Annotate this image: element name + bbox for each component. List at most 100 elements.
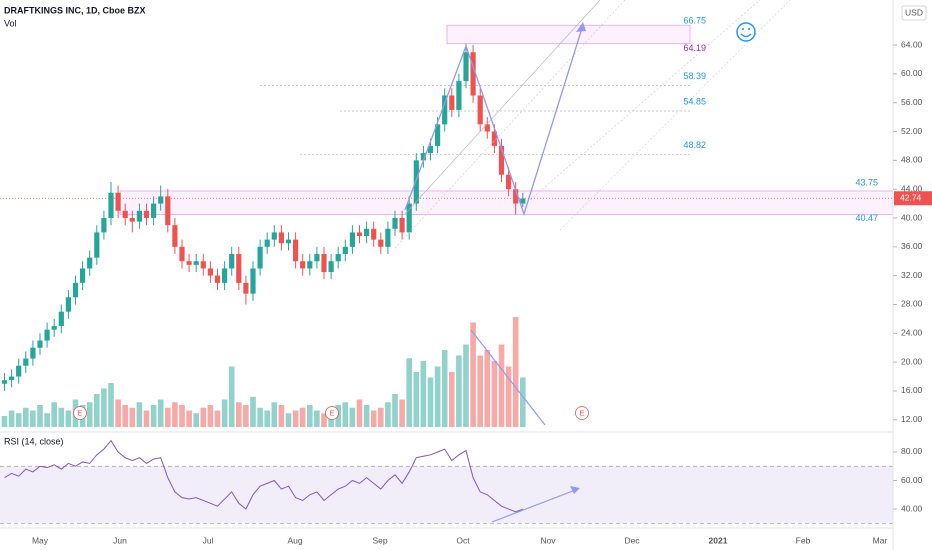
y-tick-label: 56.00: [901, 97, 923, 107]
candle-body: [243, 282, 249, 294]
volume-bar: [491, 361, 498, 427]
y-tick-label: 44.00: [901, 183, 923, 193]
candle-body: [129, 218, 135, 222]
candle-body: [158, 196, 164, 204]
arrow-head: [570, 486, 580, 494]
candle-body: [250, 268, 256, 294]
volume-bar: [129, 407, 136, 427]
candle-body: [463, 52, 469, 82]
candle-body: [229, 254, 235, 269]
candle-body: [442, 95, 448, 125]
volume-bar: [172, 402, 178, 427]
x-tick-label: Nov: [540, 535, 556, 545]
volume-bar: [86, 402, 93, 427]
x-tick-label: 2021: [709, 535, 728, 545]
volume-bar: [413, 372, 420, 427]
volume-bar: [406, 358, 412, 427]
y-tick-label: 64.00: [901, 39, 923, 49]
candle-body: [435, 124, 441, 146]
volume-bar: [236, 402, 242, 427]
candle-body: [23, 358, 29, 366]
smiley-eye: [748, 28, 750, 30]
candle-body: [44, 329, 50, 341]
volume-bar: [115, 399, 121, 427]
candle-body: [413, 160, 419, 204]
x-tick-label: Oct: [456, 535, 470, 545]
volume-bar: [108, 383, 114, 427]
rsi-line: [4, 439, 523, 513]
y-tick-label: 28.00: [901, 299, 923, 309]
x-tick-label: May: [32, 535, 49, 545]
candle-body: [506, 174, 512, 190]
volume-bar: [399, 399, 405, 427]
candle-body: [349, 232, 355, 247]
volume-bar: [264, 410, 270, 427]
candle-body: [335, 254, 341, 262]
x-tick-label: Aug: [287, 535, 302, 545]
volume-bar: [434, 366, 441, 427]
candle-body: [477, 95, 483, 125]
rsi-band: [0, 466, 893, 524]
volume-bar: [8, 410, 15, 427]
y-tick-label: 36.00: [901, 241, 923, 251]
level-label: 54.85: [683, 96, 706, 106]
candle-body: [427, 145, 434, 154]
candle-body: [356, 232, 363, 237]
currency-box[interactable]: [901, 5, 927, 21]
candle-body: [470, 52, 476, 96]
earnings-marker: [575, 406, 589, 420]
level-label: 43.75: [855, 177, 878, 187]
volume-bar: [30, 410, 36, 427]
volume-bar: [101, 388, 107, 427]
volume-bar: [449, 372, 455, 427]
candle-body: [108, 192, 114, 219]
volume-bar: [378, 407, 384, 427]
candle-body: [172, 225, 178, 247]
candle-body: [122, 210, 128, 219]
y-tick-label: 16.00: [901, 385, 923, 395]
candle-body: [513, 189, 519, 204]
level-label: 64.19: [683, 43, 706, 53]
candle-body: [293, 239, 299, 262]
candle-body: [179, 246, 185, 262]
volume-bar: [228, 366, 235, 427]
volume-trend: [470, 329, 546, 426]
candle-body: [1, 380, 8, 384]
candle-body: [264, 239, 270, 247]
smiley: [736, 22, 756, 42]
rsi-tick-label: 60.00: [901, 475, 923, 485]
candle-body: [399, 218, 405, 233]
candle-body: [371, 228, 377, 240]
candle-body: [257, 246, 263, 269]
volume-bar: [427, 377, 434, 427]
volume-bar: [463, 344, 469, 427]
channel-line: [529, 0, 761, 201]
last-price-badge: [894, 191, 932, 206]
candle-body: [193, 261, 199, 265]
candle-body: [65, 297, 71, 312]
smiley-mouth: [740, 33, 752, 38]
volume-bar: [150, 405, 157, 427]
y-tick-label: 24.00: [901, 328, 923, 338]
volume-bar: [257, 407, 263, 427]
volume-bar: [94, 394, 100, 427]
volume-bar: [179, 405, 185, 427]
candle-body: [30, 347, 36, 359]
candle-body: [406, 203, 412, 233]
volume-bar: [307, 405, 313, 427]
candle-body: [236, 254, 242, 283]
volume-bar: [122, 405, 128, 427]
candle-body: [300, 261, 306, 269]
candle-body: [151, 203, 157, 219]
candle-body: [207, 268, 213, 276]
volume-bar: [157, 399, 164, 427]
volume-bar: [65, 410, 72, 427]
level-label: 40.47: [855, 213, 878, 223]
y-tick-label: 40.00: [901, 212, 923, 222]
y-tick-label: 32.00: [901, 270, 923, 280]
earnings-marker: [73, 406, 87, 420]
volume-bar: [505, 366, 512, 427]
volume-bar: [356, 399, 363, 427]
volume-bar: [420, 361, 427, 427]
